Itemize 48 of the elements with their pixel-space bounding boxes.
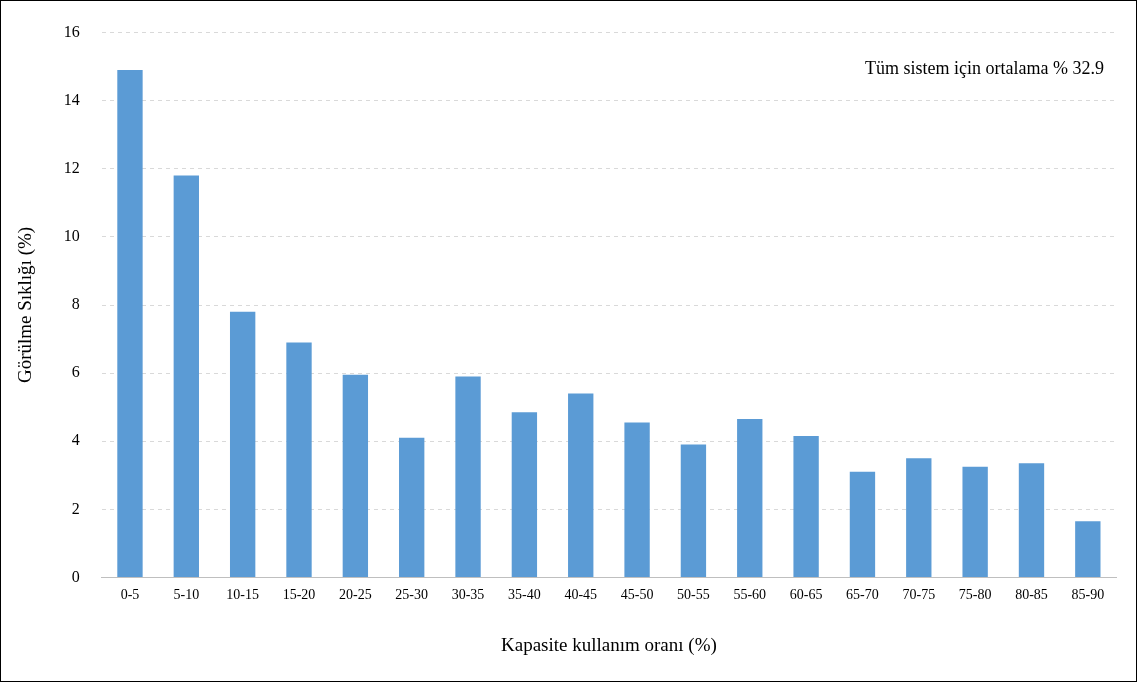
x-tick-label: 5-10 bbox=[173, 587, 200, 603]
x-tick-label: 65-70 bbox=[846, 587, 879, 603]
bar bbox=[117, 70, 143, 577]
bar bbox=[455, 376, 481, 577]
x-tick-label: 25-30 bbox=[395, 587, 429, 603]
x-tick-label: 75-80 bbox=[958, 587, 992, 603]
bar bbox=[906, 458, 932, 577]
annotation: Tüm sistem için ortalama % 32.9 bbox=[865, 58, 1104, 79]
x-tick-label: 85-90 bbox=[1071, 587, 1105, 603]
bar bbox=[1018, 463, 1045, 577]
x-tick-label: 50-55 bbox=[677, 587, 710, 603]
bar bbox=[624, 422, 650, 577]
bar bbox=[793, 436, 819, 577]
x-tick-label: 10-15 bbox=[226, 587, 259, 603]
bar bbox=[342, 374, 369, 577]
x-tick-label: 30-35 bbox=[451, 587, 485, 603]
y-tick-label: 4 bbox=[71, 431, 80, 449]
x-tick-label: 55-60 bbox=[733, 587, 767, 603]
bar bbox=[511, 412, 538, 577]
x-axis-title: Kapasite kullanım oranı (%) bbox=[501, 633, 717, 656]
y-tick-label: 10 bbox=[63, 227, 80, 245]
y-tick-label: 2 bbox=[71, 499, 80, 517]
bar bbox=[399, 437, 425, 577]
x-tick-label: 45-50 bbox=[620, 587, 654, 603]
x-tick-label: 70-75 bbox=[902, 587, 936, 603]
y-tick-label: 0 bbox=[71, 567, 80, 585]
y-tick-label: 16 bbox=[63, 22, 80, 40]
x-tick-label: 60-65 bbox=[789, 587, 823, 603]
bar bbox=[229, 311, 256, 577]
x-tick-label: 0-5 bbox=[120, 587, 140, 603]
y-tick-label: 14 bbox=[63, 90, 80, 108]
x-tick-label: 20-25 bbox=[339, 587, 372, 603]
bar bbox=[1075, 521, 1101, 577]
y-tick-label: 6 bbox=[71, 363, 80, 381]
x-tick-label: 35-40 bbox=[508, 587, 541, 603]
bar bbox=[962, 466, 988, 577]
bar bbox=[737, 419, 763, 577]
y-axis-title: Görülme Sıklığı (%) bbox=[14, 226, 37, 384]
x-tick-label: 40-45 bbox=[564, 587, 598, 603]
bar bbox=[680, 444, 707, 577]
x-tick-label: 15-20 bbox=[282, 587, 316, 603]
bar bbox=[286, 342, 312, 577]
bar bbox=[568, 393, 594, 577]
bar bbox=[173, 175, 199, 577]
bar bbox=[849, 471, 876, 577]
x-tick-label: 80-85 bbox=[1015, 587, 1048, 603]
y-tick-label: 8 bbox=[71, 295, 80, 313]
y-tick-label: 12 bbox=[63, 159, 80, 176]
